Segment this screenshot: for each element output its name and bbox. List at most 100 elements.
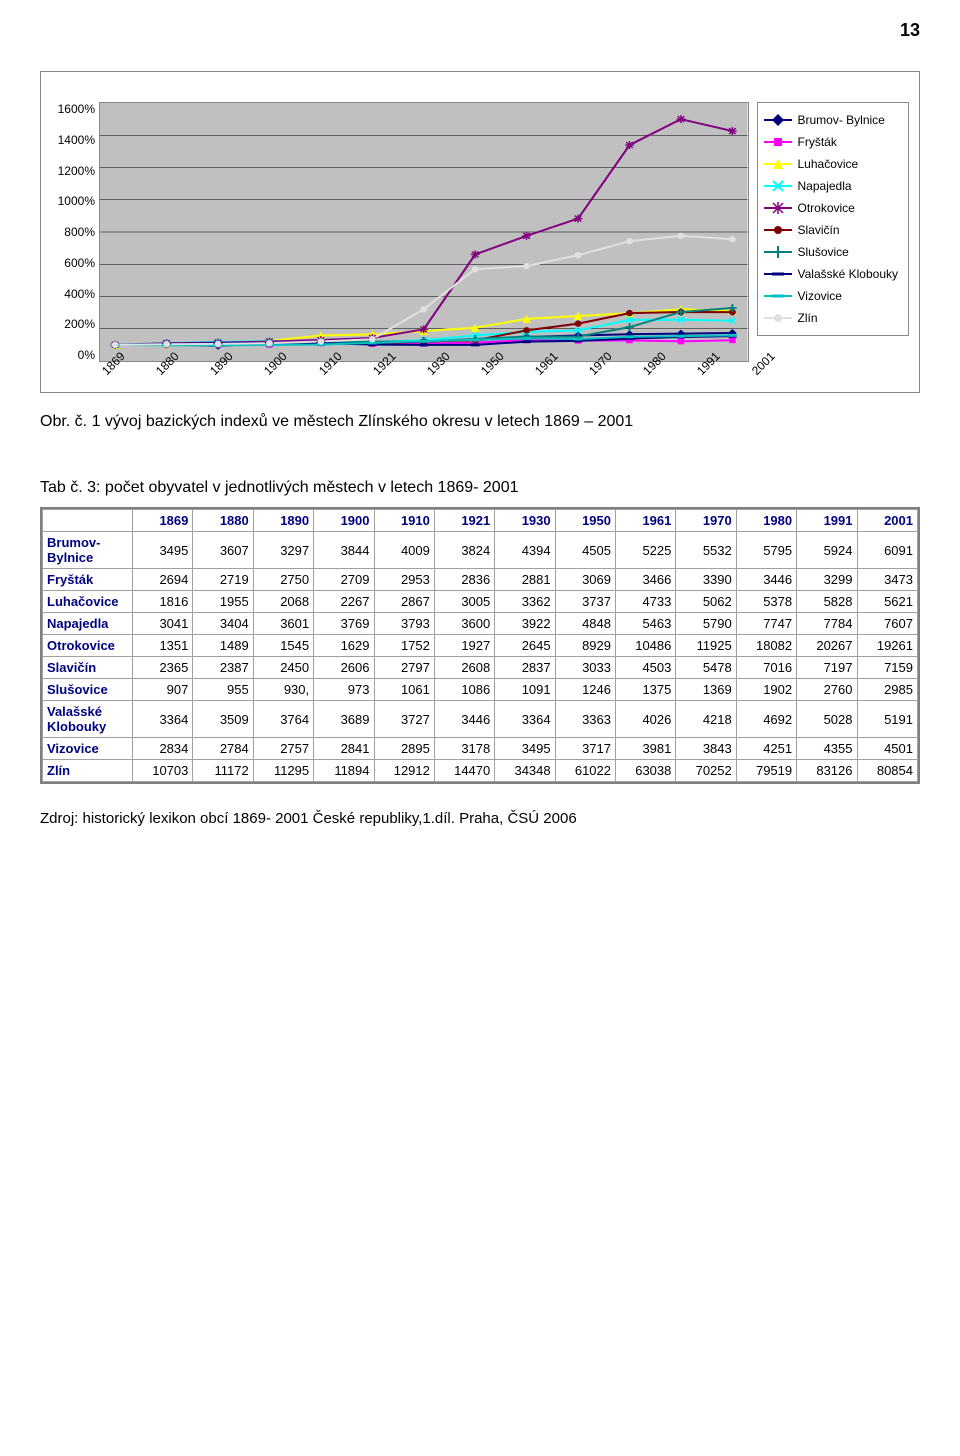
data-cell: 5828 <box>797 591 857 613</box>
legend-item: Luhačovice <box>764 153 899 175</box>
data-cell: 4501 <box>857 738 918 760</box>
data-cell: 12912 <box>374 760 434 782</box>
data-cell: 7197 <box>797 657 857 679</box>
data-cell: 3446 <box>434 701 494 738</box>
data-cell: 4394 <box>495 532 555 569</box>
data-cell: 3005 <box>434 591 494 613</box>
data-cell: 3689 <box>314 701 374 738</box>
chart-container: 1600%1400%1200%1000%800%600%400%200%0% 1… <box>40 71 920 393</box>
legend-label: Slušovice <box>798 245 849 259</box>
data-cell: 2068 <box>253 591 313 613</box>
data-cell: 1816 <box>133 591 193 613</box>
data-cell: 3446 <box>736 569 796 591</box>
legend-swatch <box>764 268 792 280</box>
table-row: Zlín107031117211295118941291214470343486… <box>43 760 918 782</box>
data-cell: 4692 <box>736 701 796 738</box>
data-cell: 7784 <box>797 613 857 635</box>
data-cell: 3717 <box>555 738 615 760</box>
legend-label: Slavičín <box>798 223 840 237</box>
data-cell: 930, <box>253 679 313 701</box>
data-cell: 7607 <box>857 613 918 635</box>
x-tick-label: 1869 <box>99 368 109 378</box>
data-cell: 1351 <box>133 635 193 657</box>
y-tick-label: 1600% <box>51 102 95 116</box>
legend-label: Fryšták <box>798 135 837 149</box>
data-cell: 4218 <box>676 701 736 738</box>
data-cell: 3299 <box>797 569 857 591</box>
data-cell: 4505 <box>555 532 615 569</box>
row-header-cell: Otrokovice <box>43 635 133 657</box>
data-cell: 4009 <box>374 532 434 569</box>
chart-plot <box>99 102 749 362</box>
data-cell: 18082 <box>736 635 796 657</box>
data-cell: 61022 <box>555 760 615 782</box>
data-cell: 3844 <box>314 532 374 569</box>
y-tick-label: 1400% <box>51 133 95 147</box>
data-cell: 5621 <box>857 591 918 613</box>
table-column-header: 2001 <box>857 510 918 532</box>
legend-swatch <box>764 114 792 126</box>
table-column-header: 1991 <box>797 510 857 532</box>
table-column-header: 1950 <box>555 510 615 532</box>
data-cell: 3495 <box>495 738 555 760</box>
data-cell: 3363 <box>555 701 615 738</box>
row-header-cell: Brumov-Bylnice <box>43 532 133 569</box>
table-column-header: 1869 <box>133 510 193 532</box>
data-cell: 2836 <box>434 569 494 591</box>
data-cell: 3922 <box>495 613 555 635</box>
x-tick-label: 1930 <box>424 368 434 378</box>
page-number: 13 <box>40 20 920 41</box>
figure-caption: Obr. č. 1 vývoj bazických indexů ve měst… <box>40 413 920 431</box>
data-cell: 20267 <box>797 635 857 657</box>
data-cell: 3601 <box>253 613 313 635</box>
legend-swatch <box>764 224 792 236</box>
data-cell: 5378 <box>736 591 796 613</box>
x-tick-label: 1980 <box>640 368 650 378</box>
legend-label: Otrokovice <box>798 201 855 215</box>
data-cell: 3600 <box>434 613 494 635</box>
data-cell: 1086 <box>434 679 494 701</box>
data-cell: 1629 <box>314 635 374 657</box>
legend-swatch <box>764 290 792 302</box>
data-cell: 4503 <box>616 657 676 679</box>
data-cell: 5463 <box>616 613 676 635</box>
row-header-cell: Slavičín <box>43 657 133 679</box>
data-cell: 3764 <box>253 701 313 738</box>
data-cell: 2365 <box>133 657 193 679</box>
legend-item: Otrokovice <box>764 197 899 219</box>
data-cell: 3041 <box>133 613 193 635</box>
legend-label: Napajedla <box>798 179 852 193</box>
data-cell: 3793 <box>374 613 434 635</box>
data-cell: 3509 <box>193 701 253 738</box>
x-tick-label: 1880 <box>153 368 163 378</box>
y-tick-label: 800% <box>51 225 95 239</box>
x-tick-label: 1961 <box>532 368 542 378</box>
data-cell: 80854 <box>857 760 918 782</box>
legend-swatch <box>764 202 792 214</box>
table-column-header: 1910 <box>374 510 434 532</box>
data-cell: 1246 <box>555 679 615 701</box>
data-cell: 1927 <box>434 635 494 657</box>
row-header-cell: Zlín <box>43 760 133 782</box>
x-tick-label: 1970 <box>586 368 596 378</box>
data-cell: 11295 <box>253 760 313 782</box>
data-cell: 1369 <box>676 679 736 701</box>
data-cell: 2985 <box>857 679 918 701</box>
data-cell: 2757 <box>253 738 313 760</box>
data-cell: 2797 <box>374 657 434 679</box>
legend-swatch <box>764 136 792 148</box>
x-tick-label: 2001 <box>749 368 759 378</box>
data-cell: 3069 <box>555 569 615 591</box>
data-cell: 19261 <box>857 635 918 657</box>
row-header-cell: Vizovice <box>43 738 133 760</box>
data-cell: 3364 <box>133 701 193 738</box>
table-row: Napajedla3041340436013769379336003922484… <box>43 613 918 635</box>
data-cell: 1955 <box>193 591 253 613</box>
data-cell: 1489 <box>193 635 253 657</box>
table-row: Vizovice28342784275728412895317834953717… <box>43 738 918 760</box>
chart-legend: Brumov- BylniceFryštákLuhačoviceNapajedl… <box>757 102 910 336</box>
data-cell: 1902 <box>736 679 796 701</box>
data-cell: 1545 <box>253 635 313 657</box>
table-column-header: 1980 <box>736 510 796 532</box>
y-tick-label: 200% <box>51 317 95 331</box>
